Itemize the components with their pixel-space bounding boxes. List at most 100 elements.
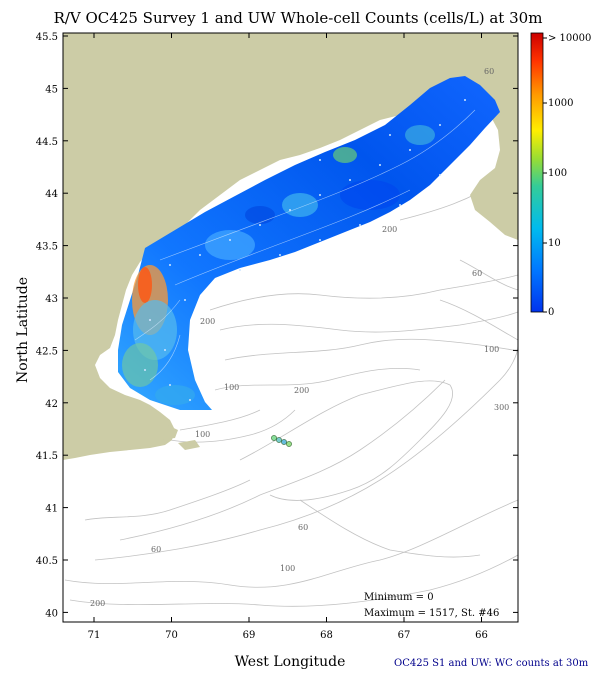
- station-dot: [319, 159, 321, 161]
- depth-contours: [64, 59, 518, 607]
- station-dot: [259, 224, 261, 226]
- x-tick-label: 67: [398, 630, 411, 641]
- contour-line: [69, 554, 518, 607]
- y-tick-label: 44: [45, 189, 58, 200]
- contour-line: [209, 274, 518, 311]
- survey-area: [118, 76, 500, 410]
- station-dot: [319, 194, 321, 196]
- chart-title: R/V OC425 Survey 1 and UW Whole-cell Cou…: [54, 9, 543, 27]
- contour-line: [219, 311, 518, 333]
- contour-line: [299, 499, 481, 558]
- colorbar-label: > 10000: [548, 33, 591, 44]
- y-tick-label: 45: [45, 84, 58, 95]
- stats-maximum: Maximum = 1517, St. #46: [364, 608, 499, 619]
- station-dot: [389, 134, 391, 136]
- contour-label: 60: [298, 523, 308, 532]
- contour-line: [239, 380, 453, 501]
- max-count-patch: [138, 267, 152, 303]
- contour-label: 200: [382, 225, 397, 234]
- x-tick-label: 66: [475, 630, 488, 641]
- contour-label: 60: [484, 67, 494, 76]
- station-dot: [164, 349, 166, 351]
- contour-label: 200: [294, 386, 309, 395]
- station-dot: [144, 369, 146, 371]
- station-dot: [279, 254, 281, 256]
- station-dot: [349, 179, 351, 181]
- station-dot: [379, 164, 381, 166]
- colorbar-label: 0: [548, 307, 554, 318]
- count-patch: [282, 193, 318, 217]
- station-dot: [439, 124, 441, 126]
- station-dot: [169, 384, 171, 386]
- count-patch: [340, 180, 400, 210]
- station-dot: [239, 269, 241, 271]
- survey-contours: [134, 109, 476, 381]
- contour-line: [119, 379, 446, 541]
- station-dot: [319, 239, 321, 241]
- contour-label: 100: [484, 345, 499, 354]
- count-patch: [333, 147, 357, 163]
- land-mainland: [63, 33, 518, 460]
- station-markers: [144, 99, 466, 401]
- y-tick-label: 42.5: [36, 346, 58, 357]
- contour-line: [459, 259, 518, 291]
- uw-sample-point: [276, 437, 282, 443]
- contour-line: [84, 479, 251, 521]
- contour-line: [224, 338, 518, 361]
- station-dot: [439, 174, 441, 176]
- y-tick-label: 44.5: [36, 137, 58, 148]
- x-axis-label: West Longitude: [235, 654, 346, 670]
- station-dot: [359, 224, 361, 226]
- count-patch: [405, 125, 435, 145]
- station-dot: [149, 319, 151, 321]
- y-tick-label: 42: [45, 399, 58, 410]
- contour-line: [214, 367, 421, 391]
- y-axis-label: North Latitude: [15, 277, 31, 383]
- contour-labels: 60 200 60 200 100 100 200 300 100 60 60 …: [90, 67, 509, 608]
- count-patch: [205, 230, 255, 260]
- y-tick-label: 40.5: [36, 556, 58, 567]
- colorbar-gradient: [530, 32, 544, 313]
- contour-line: [159, 109, 476, 261]
- stats-minimum: Minimum = 0: [364, 592, 434, 603]
- station-dot: [199, 254, 201, 256]
- uw-sample-point: [286, 441, 292, 447]
- y-axis-ticks: 45.5 45 44.5 44 43.5 43 42.5 42 41.5 41 40.5 40: [36, 32, 518, 619]
- y-tick-label: 40: [45, 608, 58, 619]
- y-tick-label: 41: [45, 504, 58, 515]
- land-island: [150, 424, 178, 440]
- uw-samples: [271, 435, 292, 447]
- contour-line: [439, 299, 518, 341]
- x-axis-ticks: 71 70 69 68 67 66: [88, 33, 488, 641]
- contour-label: 100: [195, 430, 210, 439]
- contour-line: [64, 499, 518, 588]
- station-dot: [289, 209, 291, 211]
- y-tick-label: 45.5: [36, 32, 58, 43]
- x-tick-label: 69: [243, 630, 256, 641]
- survey-field: [118, 76, 500, 410]
- contour-label: 100: [224, 383, 239, 392]
- station-dot: [169, 264, 171, 266]
- x-tick-label: 71: [88, 630, 101, 641]
- contour-line: [94, 344, 518, 561]
- contour-line: [149, 334, 181, 381]
- uw-sample-point: [281, 439, 287, 445]
- station-dot: [184, 299, 186, 301]
- x-tick-label: 70: [165, 630, 178, 641]
- station-dot: [229, 239, 231, 241]
- colorbar-label: 10: [548, 238, 561, 249]
- uw-sample-point: [271, 435, 277, 441]
- colorbar-label: 1000: [548, 98, 573, 109]
- land-nova-scotia: [440, 55, 518, 240]
- count-patch: [245, 206, 275, 224]
- x-tick-label: 68: [320, 630, 333, 641]
- map-area: 60 200 60 200 100 100 200 300 100 60 60 …: [63, 33, 518, 622]
- contour-line: [174, 189, 411, 286]
- y-tick-label: 41.5: [36, 451, 58, 462]
- contour-label: 200: [90, 599, 105, 608]
- y-tick-label: 43.5: [36, 242, 58, 253]
- station-dot: [464, 99, 466, 101]
